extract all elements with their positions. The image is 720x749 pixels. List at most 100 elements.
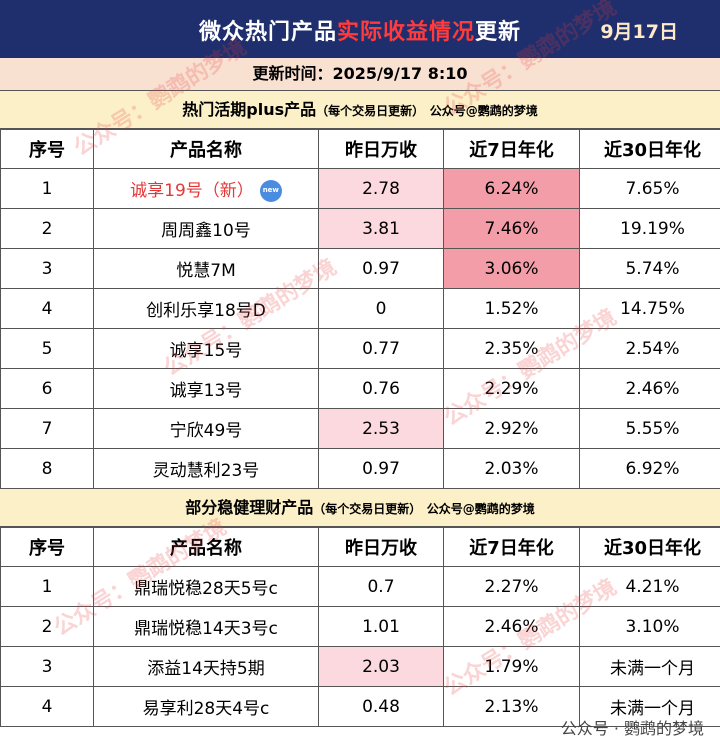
section2-title: 部分稳健理财产品（每个交易日更新） 公众号@鹦鹉的梦境 [0,489,720,527]
cell-d30: 19.19% [579,208,720,249]
col-header-d30: 近30日年化 [579,527,720,567]
cell-d7: 2.29% [443,368,580,409]
cell-name: 诚享13号 [93,368,319,409]
new-badge-text: new [262,185,279,194]
col-header-wan: 昨日万收 [318,527,444,567]
cell-name: 灵动慧利23号 [93,448,319,489]
cell-no: 1 [0,168,94,209]
cell-no: 4 [0,686,94,727]
cell-wan: 3.81 [318,208,444,249]
table-header-row: 序号 产品名称 昨日万收 近7日年化 近30日年化 [0,527,720,567]
col-header-name: 产品名称 [93,527,319,567]
cell-d30: 未满一个月 [579,646,720,687]
cell-name: 添益14天持5期 [93,646,319,687]
cell-d7: 2.46% [443,606,580,647]
cell-d30: 6.92% [579,448,720,489]
section1-title: 热门活期plus产品（每个交易日更新） 公众号@鹦鹉的梦境 [0,91,720,129]
col-header-wan: 昨日万收 [318,129,444,169]
cell-d7: 7.46% [443,208,580,249]
cell-d30: 14.75% [579,288,720,329]
cell-wan: 0.48 [318,686,444,727]
cell-wan: 1.01 [318,606,444,647]
cell-wan: 2.53 [318,408,444,449]
table-row: 4 创利乐享18号D 0 1.52% 14.75% [0,288,720,329]
cell-name: 诚享19号（新） new [93,168,319,209]
cell-wan: 0.97 [318,448,444,489]
cell-d7: 1.52% [443,288,580,329]
table-row: 5 诚享15号 0.77 2.35% 2.54% [0,328,720,369]
cell-d30: 7.65% [579,168,720,209]
new-badge-icon: new [259,179,282,202]
cell-no: 2 [0,208,94,249]
cell-no: 4 [0,288,94,329]
cell-no: 5 [0,328,94,369]
section2-note: （每个交易日更新） [313,502,422,516]
cell-no: 3 [0,646,94,687]
cell-name: 鼎瑞悦稳14天3号c [93,606,319,647]
cell-wan: 0.77 [318,328,444,369]
table-row: 3 悦慧7M 0.97 3.06% 5.74% [0,248,720,289]
cell-no: 7 [0,408,94,449]
cell-d7: 2.03% [443,448,580,489]
page-title: 微众热门产品实际收益情况更新 [0,14,720,46]
section1-source: 公众号@鹦鹉的梦境 [429,104,538,118]
cell-d7: 3.06% [443,248,580,289]
cell-d7: 6.24% [443,168,580,209]
cell-d30: 未满一个月 [579,686,720,727]
cell-d30: 2.54% [579,328,720,369]
cell-d7: 2.35% [443,328,580,369]
cell-name: 创利乐享18号D [93,288,319,329]
cell-no: 1 [0,566,94,607]
product-name: 诚享19号（新） [130,180,254,201]
section1-title-text: 热门活期plus产品 [182,100,317,119]
cell-no: 2 [0,606,94,647]
cell-no: 3 [0,248,94,289]
cell-d7: 2.13% [443,686,580,727]
cell-wan: 0.7 [318,566,444,607]
table-row: 1 诚享19号（新） new 2.78 6.24% 7.65% [0,168,720,209]
report-sheet: 微众热门产品实际收益情况更新 9月17日 更新时间：2025/9/17 8:10… [0,0,720,727]
footer-watermark: 公众号 · 鹦鹉的梦境 [560,719,704,738]
cell-d30: 4.21% [579,566,720,607]
cell-d30: 5.55% [579,408,720,449]
table-row: 2 周周鑫10号 3.81 7.46% 19.19% [0,208,720,249]
header-date: 9月17日 [600,21,678,43]
table-row: 1 鼎瑞悦稳28天5号c 0.7 2.27% 4.21% [0,566,720,607]
col-header-d30: 近30日年化 [579,129,720,169]
section2-source: 公众号@鹦鹉的梦境 [426,502,535,516]
col-header-name: 产品名称 [93,129,319,169]
cell-d7: 2.27% [443,566,580,607]
section2-title-text: 部分稳健理财产品 [185,498,314,517]
table-row: 2 鼎瑞悦稳14天3号c 1.01 2.46% 3.10% [0,606,720,647]
cell-d7: 2.92% [443,408,580,449]
cell-name: 诚享15号 [93,328,319,369]
col-header-d7: 近7日年化 [443,527,580,567]
table-row: 7 宁欣49号 2.53 2.92% 5.55% [0,408,720,449]
table-row: 3 添益14天持5期 2.03 1.79% 未满一个月 [0,646,720,687]
cell-name: 悦慧7M [93,248,319,289]
table-header-row: 序号 产品名称 昨日万收 近7日年化 近30日年化 [0,129,720,169]
cell-d30: 3.10% [579,606,720,647]
cell-no: 6 [0,368,94,409]
section1-table: 序号 产品名称 昨日万收 近7日年化 近30日年化 1 诚享19号（新） new … [0,129,720,489]
title-part-2: 更新 [475,20,522,45]
table-row: 6 诚享13号 0.76 2.29% 2.46% [0,368,720,409]
table-row: 4 易享利28天4号c 0.48 2.13% 未满一个月 [0,686,720,727]
cell-d30: 2.46% [579,368,720,409]
section1-note: （每个交易日更新） [316,104,425,118]
col-header-no: 序号 [0,527,94,567]
cell-wan: 2.78 [318,168,444,209]
cell-name: 周周鑫10号 [93,208,319,249]
update-time: 更新时间：2025/9/17 8:10 [0,58,720,91]
cell-name: 鼎瑞悦稳28天5号c [93,566,319,607]
cell-d7: 1.79% [443,646,580,687]
cell-wan: 2.03 [318,646,444,687]
cell-wan: 0.76 [318,368,444,409]
cell-name: 宁欣49号 [93,408,319,449]
col-header-d7: 近7日年化 [443,129,580,169]
cell-d30: 5.74% [579,248,720,289]
cell-wan: 0 [318,288,444,329]
cell-no: 8 [0,448,94,489]
col-header-no: 序号 [0,129,94,169]
table-row: 8 灵动慧利23号 0.97 2.03% 6.92% [0,448,720,489]
